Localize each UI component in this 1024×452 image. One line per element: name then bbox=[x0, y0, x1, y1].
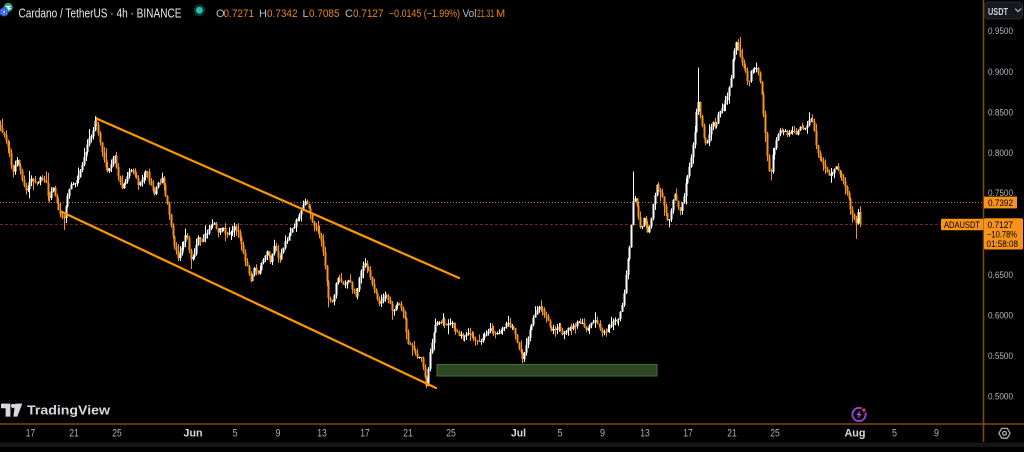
svg-text:01:58:08: 01:58:08 bbox=[987, 239, 1019, 249]
svg-text:0.7392: 0.7392 bbox=[988, 198, 1013, 209]
svg-text:Jul: Jul bbox=[511, 427, 526, 439]
svg-text:13: 13 bbox=[640, 427, 650, 439]
svg-text:9: 9 bbox=[934, 427, 939, 439]
svg-text:M: M bbox=[496, 8, 505, 20]
svg-text:5: 5 bbox=[892, 427, 897, 439]
svg-text:−0.0145 (−1.99%): −0.0145 (−1.99%) bbox=[389, 8, 460, 20]
svg-text:O: O bbox=[216, 8, 225, 20]
svg-text:0.8000: 0.8000 bbox=[988, 148, 1013, 159]
svg-text:9: 9 bbox=[600, 427, 605, 439]
svg-text:25: 25 bbox=[112, 427, 122, 439]
svg-text:Vol: Vol bbox=[463, 8, 477, 20]
svg-text:21: 21 bbox=[727, 427, 737, 439]
svg-text:USDT: USDT bbox=[988, 6, 1008, 18]
svg-text:5: 5 bbox=[233, 427, 238, 439]
svg-text:5: 5 bbox=[558, 427, 563, 439]
svg-text:13: 13 bbox=[317, 427, 327, 439]
svg-text:0.6500: 0.6500 bbox=[988, 270, 1013, 281]
svg-text:0.9000: 0.9000 bbox=[988, 67, 1013, 78]
svg-text:17: 17 bbox=[26, 427, 36, 439]
svg-text:0.7127: 0.7127 bbox=[353, 8, 384, 20]
svg-text:Jun: Jun bbox=[184, 427, 203, 439]
svg-text:25: 25 bbox=[770, 427, 780, 439]
svg-text:Cardano / TetherUS · 4h · BINA: Cardano / TetherUS · 4h · BINANCE bbox=[19, 6, 182, 21]
svg-text:TradingView: TradingView bbox=[27, 403, 111, 418]
svg-text:0.6000: 0.6000 bbox=[988, 311, 1013, 322]
svg-text:9: 9 bbox=[276, 427, 281, 439]
svg-text:C: C bbox=[345, 8, 353, 20]
svg-text:0.7127: 0.7127 bbox=[988, 220, 1014, 230]
svg-text:0.7500: 0.7500 bbox=[988, 188, 1013, 199]
svg-text:−10.78%: −10.78% bbox=[987, 230, 1017, 240]
svg-text:17: 17 bbox=[683, 427, 693, 439]
svg-text:0.5000: 0.5000 bbox=[988, 392, 1013, 403]
svg-text:0.7342: 0.7342 bbox=[267, 8, 298, 20]
svg-text:ADAUSDT: ADAUSDT bbox=[944, 220, 981, 230]
svg-text:21: 21 bbox=[69, 427, 79, 439]
svg-text:0.7271: 0.7271 bbox=[224, 8, 255, 20]
svg-text:0.7085: 0.7085 bbox=[309, 8, 340, 20]
svg-text:0.8500: 0.8500 bbox=[988, 107, 1013, 118]
svg-text:17: 17 bbox=[360, 427, 370, 439]
svg-text:21.31: 21.31 bbox=[477, 8, 494, 20]
svg-text:0.5500: 0.5500 bbox=[988, 351, 1013, 362]
svg-text:Aug: Aug bbox=[845, 427, 866, 439]
svg-text:L: L bbox=[303, 8, 309, 20]
svg-text:25: 25 bbox=[446, 427, 456, 439]
svg-text:0.9500: 0.9500 bbox=[988, 26, 1013, 37]
svg-text:H: H bbox=[259, 8, 267, 20]
svg-text:21: 21 bbox=[403, 427, 413, 439]
